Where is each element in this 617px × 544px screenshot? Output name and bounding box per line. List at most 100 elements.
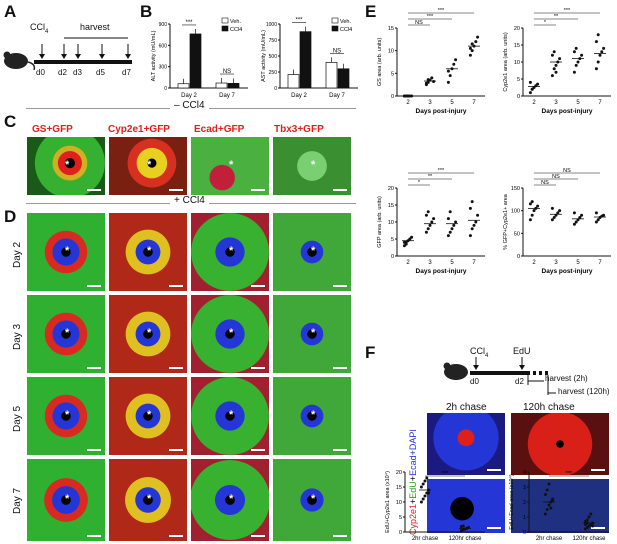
f-point-0-0-0	[419, 500, 423, 504]
micrograph-d2-3: *	[272, 212, 352, 292]
f-d0: d0	[470, 377, 479, 386]
e-yticklabel-1-0: 0	[517, 94, 520, 100]
f-yticklabel-0-1: 5	[399, 515, 402, 521]
b-bar-1-0-0	[287, 74, 300, 89]
e-point-0-2-5	[446, 69, 450, 73]
f-micrograph-2	[426, 478, 506, 534]
e-point-1-1-5	[550, 53, 554, 57]
e-sig-0-0: NS	[415, 20, 423, 26]
e-sig-2-0: *	[418, 180, 421, 186]
e-point-1-0-5	[528, 80, 532, 84]
f-micrograph-3	[510, 478, 610, 534]
e-xtick-3-3: 7	[598, 260, 602, 266]
b-legend-label-1-1: CCl4	[340, 27, 352, 33]
micrograph-d5-0: *	[26, 376, 106, 456]
scale-bar	[591, 469, 605, 471]
e-point-1-3-3	[600, 50, 604, 54]
f-point-0-1-6	[461, 524, 465, 528]
f-sig-1: ***	[566, 471, 573, 477]
b-ylabel-0: ALT activity (mU/mL)	[151, 30, 157, 81]
f-point-1-0-2	[547, 503, 551, 507]
f-col-2h: 2h chase	[446, 402, 487, 413]
e-sig-0-1: ***	[427, 14, 434, 20]
e-point-0-2-3	[452, 62, 456, 66]
b-legend-swatch-1-1	[331, 25, 339, 32]
e-point-2-1-4	[432, 217, 436, 221]
e-yticklabel-2-2: 10	[388, 220, 394, 226]
f-ylabel-1: EdU+Ecad area (x10⁴)	[508, 474, 515, 530]
e-point-3-2-3	[578, 215, 582, 219]
e-point-1-3-6	[596, 33, 600, 37]
e-point-2-1-2	[428, 223, 432, 227]
scale-bar	[251, 449, 265, 451]
col-header-ecad: Ecad+GFP	[194, 124, 245, 135]
harvest-label: harvest	[80, 22, 110, 32]
b-legend-label-0-0: Veh.	[230, 19, 241, 25]
scale-bar	[169, 449, 183, 451]
b-xtick-1-0: Day 2	[291, 93, 307, 99]
e-yticklabel-2-3: 15	[388, 203, 394, 209]
b-bar-1-0-1	[299, 31, 312, 89]
e-point-1-2-1	[574, 63, 578, 67]
e-point-1-1-7	[554, 70, 558, 74]
b-bar-0-0-0	[177, 83, 190, 89]
central-vein-marker: *	[311, 493, 316, 505]
micrograph-d3-0: *	[26, 294, 106, 374]
ccl4-label: CCl4	[30, 22, 49, 35]
micrograph-d5-1: *	[108, 376, 188, 456]
e-point-3-3-0	[594, 220, 598, 224]
central-vein-marker: *	[65, 327, 70, 339]
scale-bar	[87, 285, 101, 287]
e-point-1-3-2	[598, 53, 602, 57]
micrograph-d7-3: *	[272, 458, 352, 542]
f-yticklabel-1-0: 0	[523, 530, 526, 536]
e-sig-3-2: NS	[563, 168, 571, 174]
b-yticklabel-1-3: 750	[269, 38, 278, 44]
central-vein-marker: *	[147, 159, 152, 171]
e-yticklabel-3-2: 100	[511, 209, 520, 215]
e-point-3-1-4	[558, 209, 562, 213]
b-xtick-1-1: Day 7	[329, 93, 345, 99]
e-xtick-0-0: 2	[406, 100, 410, 106]
panel-label-e: E	[365, 2, 377, 21]
scale-bar	[251, 535, 265, 537]
e-point-1-3-5	[594, 40, 598, 44]
col-header-gs: GS+GFP	[32, 124, 73, 135]
b-bar-0-1-0	[215, 82, 228, 89]
e-yticklabel-3-0: 0	[517, 254, 520, 260]
e-point-3-3-4	[602, 213, 606, 217]
f-micrograph-1	[510, 412, 610, 476]
scale-bar	[487, 469, 501, 471]
e-xtick-2-2: 5	[450, 260, 454, 266]
e-point-3-1-5	[550, 206, 554, 210]
e-point-1-1-6	[552, 50, 556, 54]
panel-label-a: A	[4, 2, 17, 21]
e-point-3-0-0	[528, 218, 532, 222]
e-ylabel-1: Cyp2e1 area (arb. units)	[503, 32, 509, 91]
e-point-1-0-4	[536, 82, 540, 86]
central-vein-marker: *	[311, 245, 316, 257]
b-bar-0-1-1	[227, 83, 240, 89]
f-point-1-0-8	[549, 506, 553, 510]
panel-a-timeline	[3, 37, 132, 71]
e-xtick-1-2: 5	[576, 100, 580, 106]
central-vein-marker: *	[147, 327, 152, 339]
b-xtick-0-0: Day 2	[181, 93, 197, 99]
e-point-2-2-6	[448, 210, 452, 214]
e-sig-1-0: *	[544, 20, 547, 26]
b-yticklabel-1-4: 1000	[266, 22, 277, 28]
f-edu-label: EdU	[513, 346, 531, 356]
e-point-2-2-3	[452, 223, 456, 227]
central-vein-marker: *	[311, 409, 316, 421]
central-vein-marker: *	[311, 327, 316, 339]
scale-bar	[333, 449, 347, 451]
e-sig-3-0: NS	[541, 180, 549, 186]
f-point-1-0-9	[551, 499, 555, 502]
central-vein-marker: *	[147, 493, 152, 505]
e-xtick-1-3: 7	[598, 100, 602, 106]
micrograph-d2-1: *	[108, 212, 188, 292]
e-point-2-1-3	[430, 220, 434, 224]
e-sig-0-2: ***	[438, 8, 445, 14]
panel-label-b: B	[140, 2, 153, 21]
